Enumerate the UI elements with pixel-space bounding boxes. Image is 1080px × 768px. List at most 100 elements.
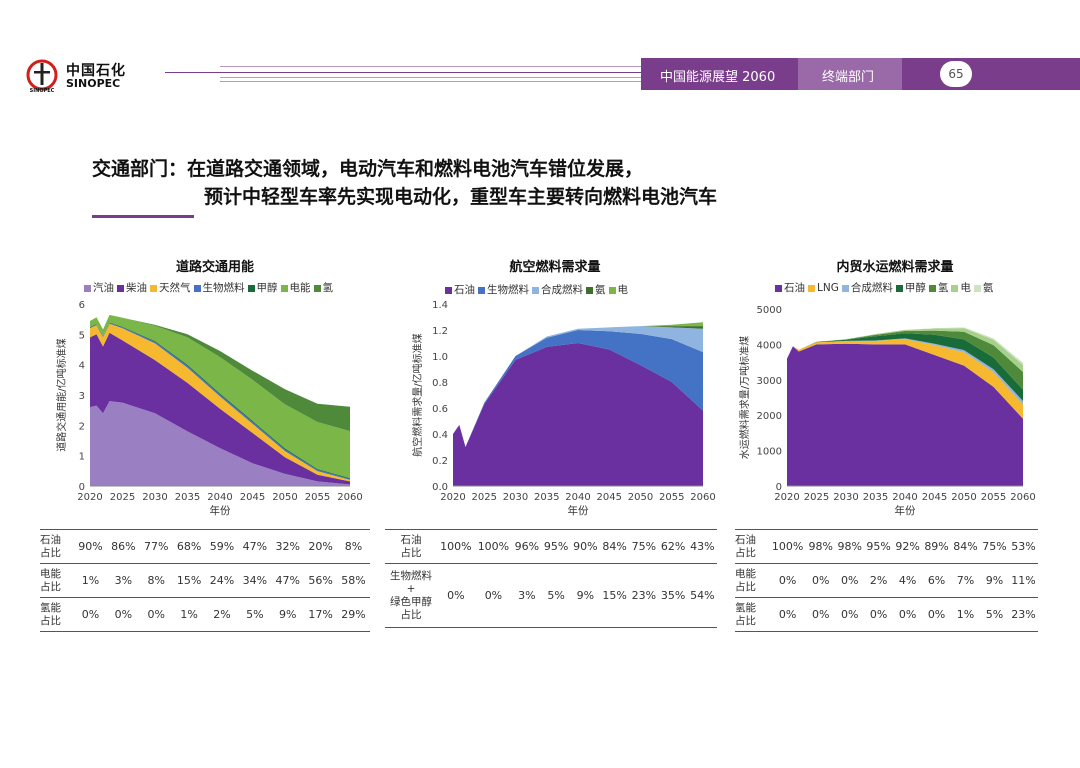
area-series-3 [787,333,1023,401]
y-tick-label: 5 [79,330,85,341]
legend-swatch [928,284,936,292]
table-cell: 54% [687,563,717,628]
aviation-share-table: 石油 占比 100% 100% 96% 95% 90% 84% 75% 62% 43% 生物燃料 + 绿色… [385,529,717,628]
legend-label: 合成燃料 [541,284,583,296]
y-tick-label: 2000 [757,411,782,422]
legend-item: 电 [951,282,971,294]
table-cell: 34% [238,563,272,598]
table-row: 石油 占比 100% 98% 98% 95% 92% 89% 84% 75% 53% [735,529,1038,564]
legend-swatch [841,284,849,292]
x-tick-label: 2035 [175,492,200,503]
table-cell: 5% [541,563,571,628]
area-series-5 [90,314,350,479]
legend-swatch [775,284,782,292]
legend-label: 石油 [454,284,475,296]
legend-item: 石油 [445,284,475,296]
chart2-title: 航空燃料需求量 [509,260,601,275]
legend-swatch [117,284,124,292]
x-tick-label: 2060 [337,492,362,503]
table-cell: 95% [864,529,894,564]
table-cell: 90% [74,529,107,564]
legend-label: 氨 [982,282,994,294]
table-cell: 20% [304,529,337,564]
x-tick-label: 2055 [305,492,330,503]
section-label: 终端部门 [822,70,875,85]
area-series-0 [453,343,703,486]
table-cell: 0% [922,597,952,632]
x-tick-label: 2025 [804,492,829,503]
row-label: 生物燃料 + 绿色甲醇 占比 [385,563,437,628]
logo-english-name: SINOPEC [66,77,121,90]
x-tick-label: 2020 [774,492,799,503]
slide-title-line1: 交通部门：在道路交通领域，电动汽车和燃料电池汽车错位发展， [92,158,644,180]
legend-item: 氢 [313,282,333,294]
x-tick-label: 2030 [142,492,167,503]
legend-label: 电 [960,282,971,294]
area-series-2 [90,323,350,482]
table-cell: 100% [474,529,513,564]
legend-label: 生物燃料 [487,284,529,296]
area-series-1 [453,330,703,447]
legend-label: 汽油 [93,282,114,294]
legend-item: 天然气 [150,282,191,294]
chart1-legend: 汽油 柴油 天然气 生物燃料 甲醇 电能氢 [84,280,336,295]
x-axis-label: 年份 [210,504,231,517]
row-label: 石油 占比 [385,529,437,564]
y-tick-label: 4000 [757,340,782,351]
x-tick-label: 2060 [1010,492,1035,503]
table-row: 生物燃料 + 绿色甲醇 占比 0% 0% 3% 5% 9% 15% 23% 35% 54% [385,563,717,628]
area-series-6 [90,314,350,432]
legend-swatch [247,284,255,292]
x-axis-label: 年份 [568,504,589,517]
table-cell: 17% [304,597,337,632]
table-row: 电能 占比 1% 3% 8% 15% 24% 34% 47% 56% 58% [40,563,370,598]
table-cell: 11% [1008,563,1038,598]
legend-label: LNG [817,282,839,294]
x-tick-label: 2030 [503,492,528,503]
legend-swatch [808,284,815,292]
page-number-badge [940,61,972,87]
x-tick-label: 2045 [922,492,947,503]
table-cell: 5% [979,597,1009,632]
table-cell: 6% [922,563,952,598]
legend-item: 生物燃料 [478,284,529,296]
legend-swatch [193,284,201,292]
table-cell: 89% [922,529,952,564]
area-series-2 [453,326,703,447]
waterway-fuel-demand-chart: 0 1000 2000 3000 4000 5000 2020 2025 2030 2035 204… [738,305,1036,517]
y-tick-label: 1.4 [432,300,448,311]
legend-item: 电 [608,284,628,296]
legend-swatch [84,284,91,292]
row-label: 电能 占比 [735,563,769,598]
legend-label: 天然气 [159,282,191,294]
table-cell: 1% [172,597,206,632]
table-cell: 3% [106,563,140,598]
table-cell: 0% [835,563,865,598]
header-rule-2 [220,66,641,67]
aviation-fuel-demand-chart: 0.0 0.2 0.4 0.6 0.8 1.0 1.2 1.4 2020 2025 2030 2035… [411,300,716,517]
y-tick-label: 6 [79,300,85,311]
legend-item: 合成燃料 [532,284,583,296]
table-cell: 68% [172,529,206,564]
x-tick-label: 2060 [690,492,715,503]
slide-title-line2: 预计中轻型车率先实现电动化，重型车主要转向燃料电池汽车 [204,186,718,208]
row-label: 氢能 占比 [40,597,74,632]
legend-label: 氨 [595,284,606,296]
table-cell: 84% [599,529,630,564]
x-tick-label: 2020 [440,492,465,503]
table-cell: 5% [238,597,272,632]
table-cell: 56% [304,563,337,598]
table-cell: 96% [512,529,542,564]
road-transport-energy-chart: 0 1 2 3 4 5 6 2020 2025 2030 2035 2040 2045 2050 2055 2… [55,300,363,517]
section-tab [798,58,902,90]
area-series-0 [90,401,350,486]
x-tick-label: 2030 [833,492,858,503]
table-cell: 53% [1008,529,1038,564]
table-cell: 75% [629,529,659,564]
table-cell: 23% [1008,597,1038,632]
table-cell: 47% [271,563,305,598]
table-cell: 0% [139,597,173,632]
y-tick-label: 0.0 [432,482,448,493]
legend-label: 合成燃料 [850,282,893,294]
table-cell: 92% [893,529,923,564]
